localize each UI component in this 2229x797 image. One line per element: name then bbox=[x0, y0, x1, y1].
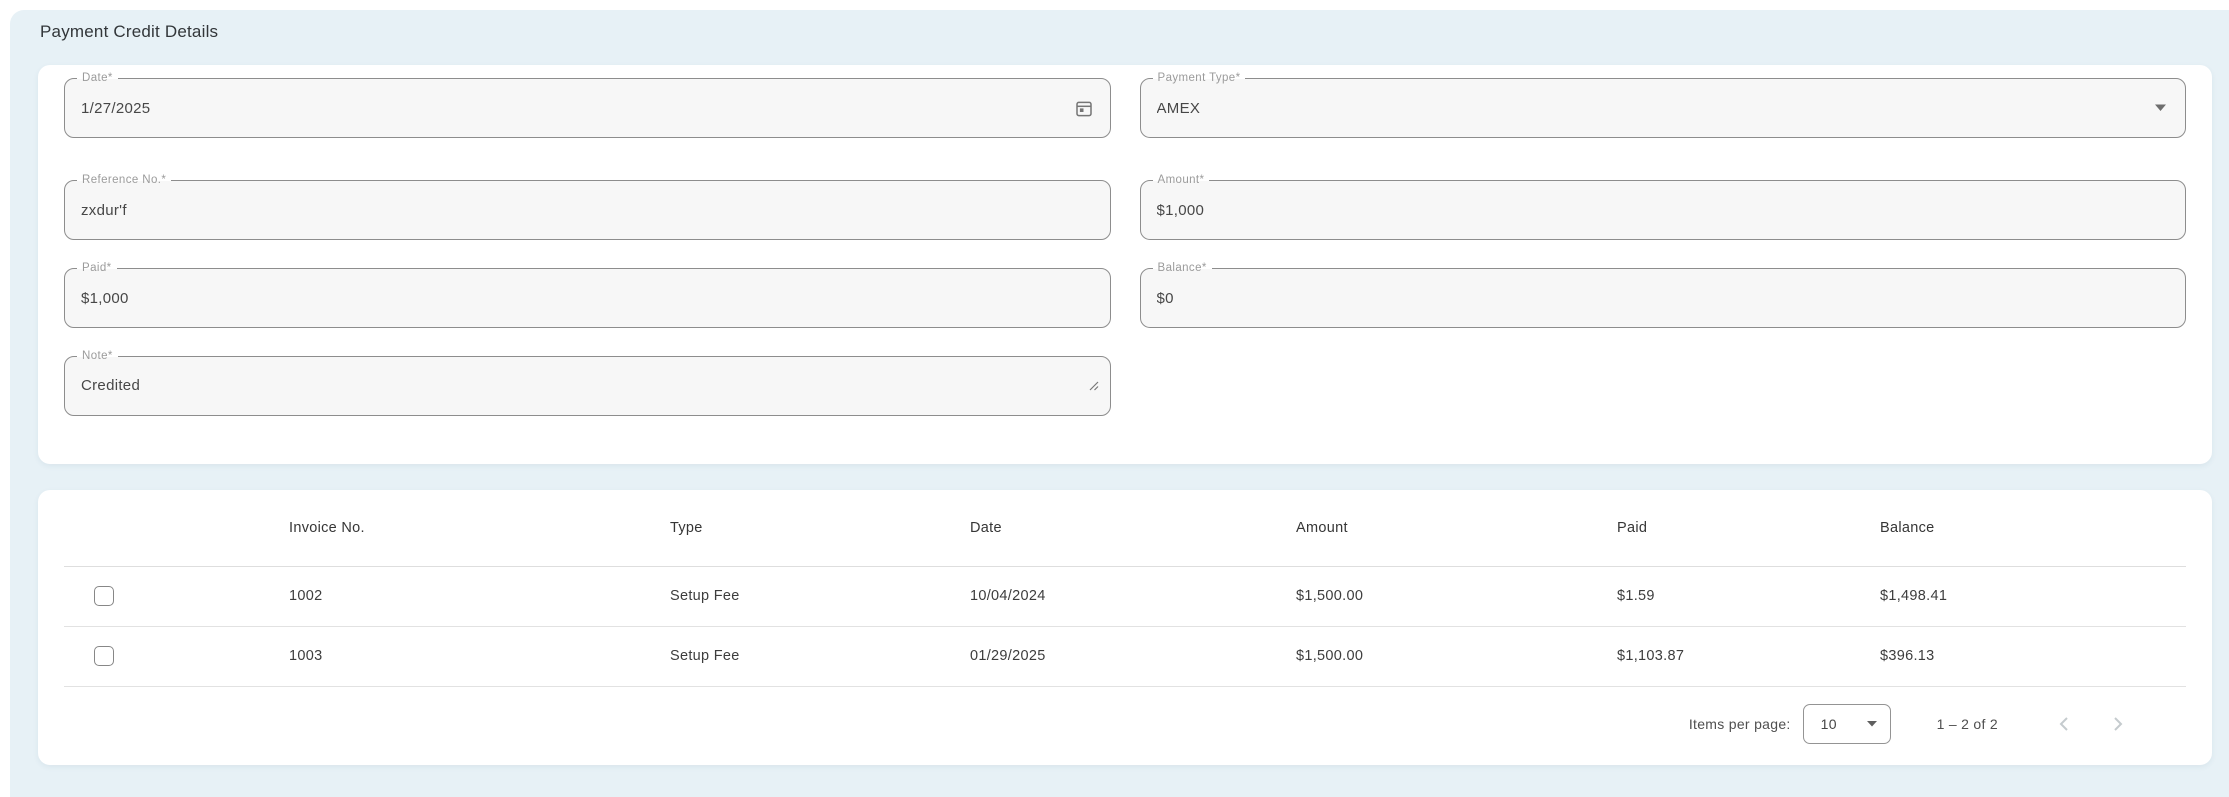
table-row: 1002 Setup Fee 10/04/2024 $1,500.00 $1.5… bbox=[64, 566, 2186, 627]
cell-type: Setup Fee bbox=[670, 626, 970, 687]
items-per-page-label: Items per page: bbox=[1688, 716, 1791, 732]
page-size-select[interactable]: 10 bbox=[1802, 704, 1891, 744]
chevron-left-icon bbox=[2058, 716, 2070, 732]
cell-type: Setup Fee bbox=[670, 566, 970, 627]
page-content: Payment Credit Details Date* Payment Typ… bbox=[10, 10, 2229, 797]
payment-type-select[interactable]: Payment Type* bbox=[1139, 71, 2186, 138]
table-row: 1003 Setup Fee 01/29/2025 $1,500.00 $1,1… bbox=[64, 626, 2186, 687]
date-field[interactable]: Date* bbox=[64, 71, 1111, 138]
paginator-range-label: 1 – 2 of 2 bbox=[1936, 716, 1998, 732]
paid-label: Paid* bbox=[77, 261, 117, 276]
page-title: Payment Credit Details bbox=[40, 22, 219, 41]
cell-balance: $1,498.41 bbox=[1880, 566, 2186, 627]
note-label: Note* bbox=[77, 349, 118, 364]
cell-invoice-no: 1003 bbox=[289, 626, 670, 687]
previous-page-button[interactable] bbox=[2044, 704, 2084, 744]
reference-no-input[interactable] bbox=[65, 181, 1110, 239]
column-header-date: Date bbox=[970, 490, 1296, 567]
invoices-table-card: Invoice No. Type Date Amount Paid Balanc… bbox=[38, 490, 2212, 765]
cell-date: 10/04/2024 bbox=[970, 566, 1296, 627]
cell-date: 01/29/2025 bbox=[970, 626, 1296, 687]
cell-paid: $1,103.87 bbox=[1617, 626, 1880, 687]
next-page-button[interactable] bbox=[2098, 704, 2138, 744]
cell-amount: $1,500.00 bbox=[1296, 626, 1617, 687]
row-checkbox[interactable] bbox=[94, 646, 114, 666]
amount-label: Amount* bbox=[1152, 173, 1210, 188]
paid-field[interactable]: Paid* bbox=[64, 261, 1111, 328]
cell-balance: $396.13 bbox=[1880, 626, 2186, 687]
date-input[interactable] bbox=[65, 79, 1110, 137]
balance-label: Balance* bbox=[1152, 261, 1212, 276]
amount-input[interactable] bbox=[1140, 181, 2185, 239]
note-field[interactable]: Note* Credited bbox=[64, 349, 1111, 416]
reference-no-label: Reference No.* bbox=[77, 173, 172, 188]
reference-no-field[interactable]: Reference No.* bbox=[64, 173, 1111, 240]
chevron-right-icon bbox=[2112, 716, 2124, 732]
column-header-amount: Amount bbox=[1296, 490, 1617, 567]
invoices-table: Invoice No. Type Date Amount Paid Balanc… bbox=[64, 490, 2186, 687]
page-size-value: 10 bbox=[1820, 716, 1837, 732]
payment-type-value[interactable] bbox=[1140, 79, 2185, 137]
row-checkbox[interactable] bbox=[94, 586, 114, 606]
column-header-paid: Paid bbox=[1617, 490, 1880, 567]
cell-paid: $1.59 bbox=[1617, 566, 1880, 627]
date-field-label: Date* bbox=[77, 71, 118, 86]
column-header-type: Type bbox=[670, 490, 970, 567]
balance-input[interactable] bbox=[1140, 269, 2185, 327]
note-textarea[interactable]: Credited bbox=[65, 357, 1110, 415]
cell-invoice-no: 1002 bbox=[289, 566, 670, 627]
cell-amount: $1,500.00 bbox=[1296, 566, 1617, 627]
select-column-header bbox=[64, 490, 289, 567]
column-header-invoice-no: Invoice No. bbox=[289, 490, 670, 567]
resize-handle-icon[interactable] bbox=[1089, 381, 1099, 391]
column-header-balance: Balance bbox=[1880, 490, 2186, 567]
table-header-row: Invoice No. Type Date Amount Paid Balanc… bbox=[64, 490, 2186, 567]
amount-field[interactable]: Amount* bbox=[1139, 173, 2186, 240]
payment-credit-form: Date* Payment Type* Referenc bbox=[38, 65, 2212, 464]
page-size-caret-icon bbox=[1866, 721, 1877, 727]
dropdown-arrow-icon[interactable] bbox=[2155, 104, 2166, 112]
paid-input[interactable] bbox=[65, 269, 1110, 327]
payment-type-label: Payment Type* bbox=[1152, 71, 1246, 86]
calendar-icon[interactable] bbox=[1074, 98, 1094, 118]
table-paginator: Items per page: 10 1 – 2 of 2 bbox=[64, 687, 2186, 762]
balance-field[interactable]: Balance* bbox=[1139, 261, 2186, 328]
